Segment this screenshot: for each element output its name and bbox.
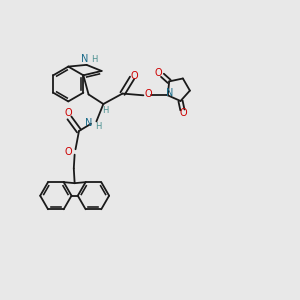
Text: O: O	[64, 108, 72, 118]
Text: H: H	[91, 55, 97, 64]
Text: N: N	[85, 118, 93, 128]
Text: O: O	[145, 89, 153, 99]
Text: H: H	[95, 122, 101, 131]
Text: O: O	[180, 108, 187, 118]
Text: O: O	[154, 68, 162, 78]
Text: O: O	[64, 147, 72, 157]
Text: H: H	[102, 106, 108, 115]
Text: N: N	[81, 55, 89, 64]
Text: N: N	[167, 88, 174, 98]
Text: O: O	[131, 70, 138, 80]
